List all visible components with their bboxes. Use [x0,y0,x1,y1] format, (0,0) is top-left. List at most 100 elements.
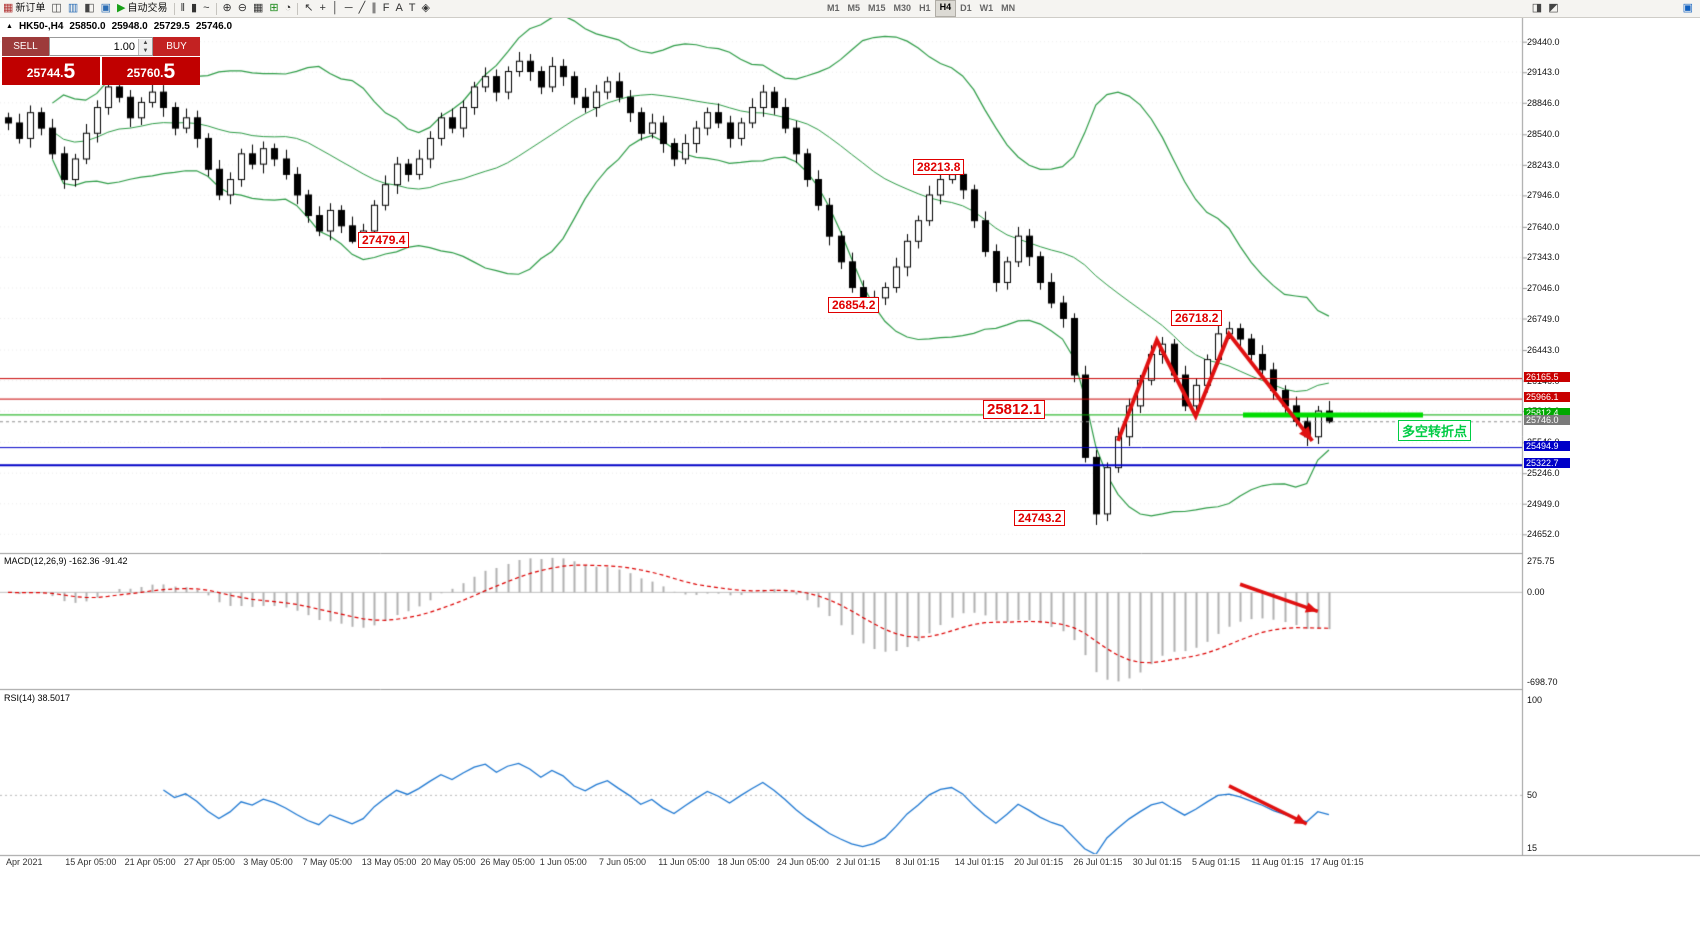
time-axis-label: 20 Jul 01:15 [1014,857,1064,867]
toolbar-icon-group: ▦ 新订单 ◫ ▥ ◧ ▣ ▶ 自动交易 ‖ ▮ ~ ⊕ ⊖ ▦ ⊞ ◔ ↖ + │ ─ ╱ ∥ F A T ◈ [0,1,433,16]
price-tick-label: 24949.0 [1527,498,1560,509]
sell-button[interactable]: SELL [2,37,49,56]
market-watch-icon[interactable]: ◫ [48,1,64,16]
volume-box: ▲ ▼ [49,37,153,56]
time-axis-label: 8 Jul 01:15 [895,857,940,867]
terminal-icon[interactable]: ▣ [98,1,114,16]
line-chart-icon[interactable]: ~ [200,1,212,16]
addons-icon[interactable]: ▣ [1682,2,1693,14]
community-icon[interactable]: ◩ [1548,2,1559,14]
symbol-marker-icon: ▲ [6,23,13,30]
timeframe-H1[interactable]: H1 [919,3,931,13]
time-axis-label: 26 Jul 01:15 [1073,857,1123,867]
timeframe-M30[interactable]: M30 [893,3,912,13]
toolbar-right-group: ◨ ◩ ▣ [1529,1,1700,16]
price-annotation[interactable]: 28213.8 [913,159,965,175]
zoom-in-icon-glyph: ⊕ [222,2,232,14]
candlestick-chart-icon[interactable]: ▮ [188,1,200,16]
channel-icon[interactable]: ∥ [368,1,380,16]
ask-price[interactable]: 25760. 5 [102,57,200,85]
vertical-line-icon[interactable]: │ [329,1,342,16]
data-window-icon-glyph: ▥ [67,2,79,14]
label-icon-glyph: T [408,2,416,14]
price-tick-label: 28243.0 [1527,159,1560,170]
time-axis-label: 30 Jul 01:15 [1132,857,1182,867]
toolbar-separator [297,2,299,15]
cursor-icon[interactable]: ↖ [301,1,316,16]
autotrading-glyph: ▶ [117,2,126,14]
horizontal-line-icon[interactable]: ─ [342,1,356,16]
zoom-out-icon[interactable]: ⊖ [235,1,250,16]
bar-chart-icon[interactable]: ‖ [178,1,189,16]
ohlc-close: 25746.0 [195,21,233,32]
crosshair-icon-glyph: + [319,2,326,14]
volume-spinner: ▲ ▼ [138,38,152,55]
price-tick-label: 24652.0 [1527,529,1560,540]
symbol-ohlc-header: ▲ HK50-,H4 25850.0 25948.0 25729.5 25746… [6,21,232,32]
one-click-prices: 25744. 5 25760. 5 [2,57,200,85]
ohlc-low: 25729.5 [153,21,190,32]
time-axis-label: 11 Aug 01:15 [1251,857,1304,867]
price-tick-label: 27946.0 [1527,190,1560,201]
timeframe-M1[interactable]: M1 [827,3,840,13]
time-axis-label: 15 Apr 05:00 [65,857,117,867]
volume-down-button[interactable]: ▼ [139,46,152,55]
zoom-in-icon[interactable]: ⊕ [220,1,235,16]
price-annotation[interactable]: 25812.1 [983,400,1046,419]
timeframe-M5[interactable]: M5 [847,3,861,13]
buy-button[interactable]: BUY [153,37,200,56]
rsi-axis-label: 15 [1527,843,1538,853]
label-icon[interactable]: T [406,1,419,16]
shapes-icon[interactable]: ◈ [419,1,433,16]
new-order-button[interactable]: ▦ 新订单 [0,1,48,16]
crosshair-icon[interactable]: + [316,1,328,16]
time-axis-label: 27 Apr 05:00 [183,857,235,867]
ask-price-big: 5 [163,60,176,83]
tile-windows-icon-glyph: ▦ [252,2,264,14]
price-annotation[interactable]: 24743.2 [1014,510,1066,526]
time-axis-label: 2 Jul 01:15 [836,857,881,867]
fibonacci-icon[interactable]: F [380,1,393,16]
volume-up-button[interactable]: ▲ [139,38,152,47]
timeframe-MN[interactable]: MN [1001,3,1016,13]
new-order-button-label: 新订单 [15,3,46,14]
bid-price[interactable]: 25744. 5 [2,57,100,85]
timeframe-M15[interactable]: M15 [868,3,886,13]
navigator-icon[interactable]: ◧ [81,1,97,16]
time-axis-label: 7 May 05:00 [302,857,353,867]
macd-axis-label: 0.00 [1527,587,1545,598]
symbol-name: HK50-,H4 [18,21,64,32]
trendline-icon[interactable]: ╱ [356,1,369,16]
bar-chart-icon-glyph: ‖ [180,2,186,14]
data-window-icon[interactable]: ▥ [65,1,81,16]
rsi-axis-label: 50 [1527,790,1538,801]
tile-windows-icon[interactable]: ▦ [250,1,266,16]
timeframe-H4[interactable]: H4 [934,0,957,17]
time-axis-label: 5 Aug 01:15 [1192,857,1241,867]
price-tick-label: 29440.0 [1527,36,1560,47]
cycles-icon[interactable]: ◔ [282,1,295,16]
timeframe-W1[interactable]: W1 [979,3,994,13]
price-annotation[interactable]: 27479.4 [358,232,410,248]
macd-axis-label: 275.75 [1527,556,1555,566]
axis-price-tag: 25322.7 [1524,458,1570,469]
line-chart-icon-glyph: ~ [203,2,210,14]
price-tick-label: 25246.0 [1527,468,1560,479]
axis-price-tag: 26165.5 [1524,371,1570,382]
price-tick-label: 27046.0 [1527,282,1560,293]
rsi-label: RSI(14) 38.5017 [4,693,71,703]
text-icon[interactable]: A [392,1,405,16]
indicators-icon[interactable]: ⊞ [266,1,281,16]
price-annotation[interactable]: 26718.2 [1171,310,1223,326]
horizontal-line-icon-glyph: ─ [344,2,353,14]
price-tick-label: 28540.0 [1527,129,1560,140]
turning-point-annotation[interactable]: 多空转折点 [1398,420,1472,441]
volume-input[interactable] [50,39,138,54]
cursor-icon-glyph: ↖ [304,2,314,14]
autotrading-button[interactable]: ▶ 自动交易 [114,1,170,16]
timeframe-D1[interactable]: D1 [960,3,972,13]
docs-icon[interactable]: ◨ [1531,2,1543,14]
price-annotation[interactable]: 26854.2 [828,297,880,313]
